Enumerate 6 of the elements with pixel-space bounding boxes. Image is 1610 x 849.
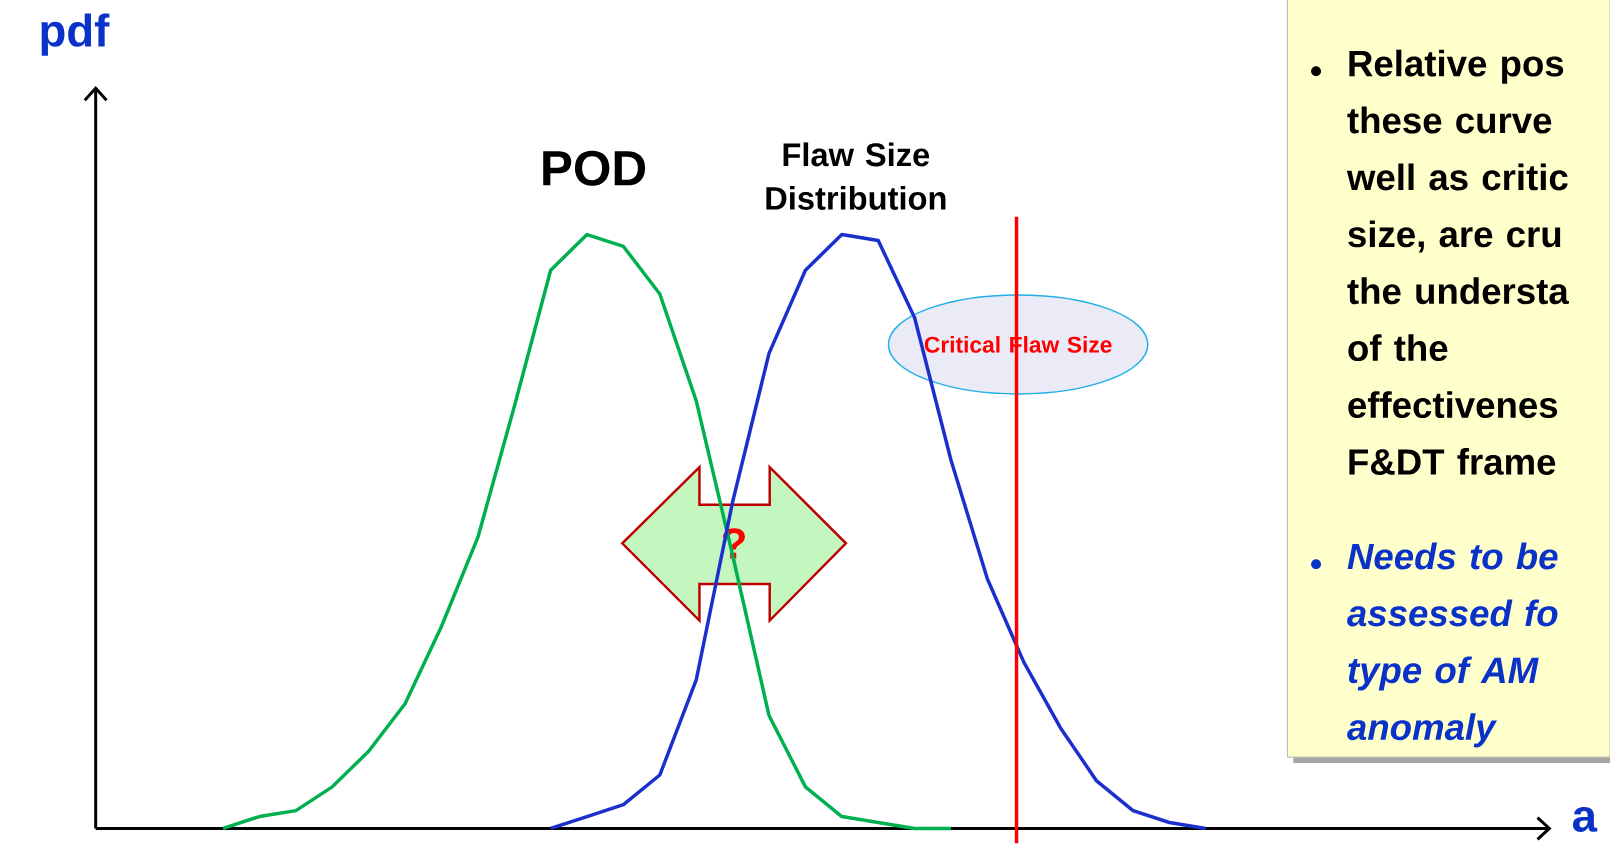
annotation: Needs to be assessed fo type of AM anomaly: [1347, 542, 1558, 748]
series-label: Flaw Size Distribution: [766, 142, 946, 210]
x-axis-title: a: [1572, 806, 1598, 832]
annotation: Relative pos these curve well as critic size, are cru the understa of the effectivenes F&DT frame: [1346, 49, 1569, 475]
series-label: POD: [543, 150, 646, 186]
y-axis-title: pdf: [41, 13, 110, 56]
